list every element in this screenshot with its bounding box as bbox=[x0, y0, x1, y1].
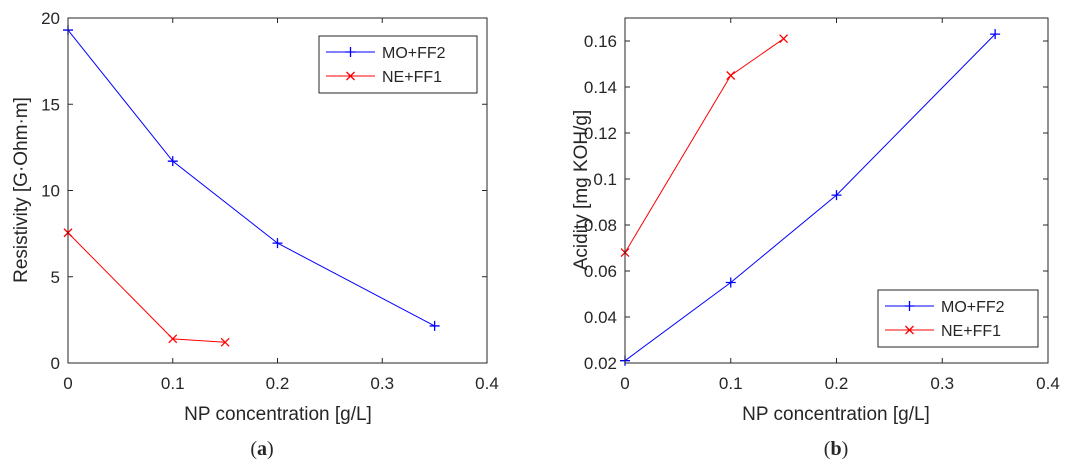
panel-b-x-tick-label: 0.2 bbox=[825, 374, 849, 393]
panel-b-y-tick-label: 0.08 bbox=[584, 216, 617, 235]
panel-a-x-tick-label: 0 bbox=[63, 374, 72, 393]
panel-b-legend-box bbox=[877, 289, 1039, 348]
panel-b-x-tick-label: 0 bbox=[620, 374, 629, 393]
panel-a-y-axis-label: Resistivity [G·Ohm·m] bbox=[11, 97, 32, 283]
panel-a-legend-label-ne-ff1: NE+FF1 bbox=[382, 69, 442, 86]
panel-a-data-point-ne-ff1 bbox=[220, 337, 230, 347]
panel-b-data-point-ne-ff1 bbox=[726, 71, 736, 80]
panel-b-ticks: 0 0.1 0.2 0.3 0.4 0.02 0.04 0.06 0.08 0.1 0.12 0.14… bbox=[584, 18, 1060, 393]
panel-b-axes-box bbox=[624, 17, 1049, 364]
panel-a-axes-box bbox=[67, 17, 488, 364]
panel-a-y-tick-label: 5 bbox=[51, 268, 60, 287]
panel-b-y-tick-label: 0.16 bbox=[584, 32, 617, 51]
panel-b-sublabel: (b) bbox=[824, 438, 848, 460]
panel-b-y-tick-label: 0.02 bbox=[584, 354, 617, 373]
panel-a-legend-label-mo-ff2: MO+FF2 bbox=[382, 45, 446, 62]
panel-b: 0 0.1 0.2 0.3 0.4 0.02 0.04 0.06 0.08 0.1 0.12 0.14… bbox=[571, 17, 1060, 460]
panel-a-data-point-mo-ff2 bbox=[429, 320, 440, 331]
panel-b-y-tick-label: 0.14 bbox=[584, 78, 617, 97]
panel-b-x-axis-label: NP concentration [g/L] bbox=[742, 404, 930, 425]
panel-b-series bbox=[620, 29, 1001, 366]
panel-b-data-point-ne-ff1 bbox=[779, 34, 789, 44]
panel-a-y-tick-label: 20 bbox=[41, 9, 60, 28]
panel-a-x-tick-label: 0.1 bbox=[161, 374, 185, 393]
panel-a-data-point-ne-ff1 bbox=[168, 334, 178, 344]
panel-b-x-tick-label: 0.4 bbox=[1036, 374, 1060, 393]
panel-a-x-tick-label: 0.2 bbox=[266, 374, 290, 393]
panel-b-y-tick-label: 0.12 bbox=[584, 124, 617, 143]
panel-a-x-tick-label: 0.3 bbox=[370, 374, 394, 393]
panel-b-y-tick-label: 0.1 bbox=[593, 170, 617, 189]
panel-a: 0 0.1 0.2 0.3 0.4 0 5 10 15 20 NP concentration [… bbox=[11, 9, 499, 460]
panel-a-series-line-mo-ff2 bbox=[67, 29, 435, 327]
panel-a-legend-box bbox=[318, 35, 478, 94]
panel-b-legend: MO+FF2 NE+FF1 bbox=[877, 289, 1039, 348]
panel-b-legend-label-mo-ff2: MO+FF2 bbox=[941, 299, 1005, 316]
panel-b-legend-marker-ne-ff1 bbox=[905, 325, 914, 335]
panel-b-x-tick-label: 0.3 bbox=[930, 374, 954, 393]
panel-a-legend-marker-ne-ff1 bbox=[346, 71, 355, 81]
panel-b-x-tick-label: 0.1 bbox=[719, 374, 743, 393]
panel-a-sublabel: (a) bbox=[250, 438, 273, 460]
panel-a-y-tick-label: 0 bbox=[51, 354, 60, 373]
panel-b-data-point-mo-ff2 bbox=[990, 29, 1001, 40]
panel-a-data-point-mo-ff2 bbox=[272, 238, 283, 249]
panel-a-legend-marker-mo-ff2 bbox=[345, 47, 356, 57]
panel-a-x-axis-label: NP concentration [g/L] bbox=[184, 404, 372, 425]
panel-b-series-line-ne-ff1 bbox=[624, 38, 784, 253]
panel-b-data-point-mo-ff2 bbox=[725, 277, 736, 288]
panel-b-series-line-mo-ff2 bbox=[624, 33, 996, 362]
panel-b-y-tick-label: 0.06 bbox=[584, 262, 617, 281]
panel-b-data-point-mo-ff2 bbox=[831, 190, 842, 201]
panel-a-y-tick-label: 10 bbox=[41, 182, 60, 201]
panel-a-legend: MO+FF2 NE+FF1 bbox=[318, 35, 478, 94]
panel-a-y-tick-label: 15 bbox=[41, 95, 60, 114]
panel-b-legend-marker-mo-ff2 bbox=[904, 301, 915, 311]
panel-a-x-tick-label: 0.4 bbox=[475, 374, 499, 393]
panel-a-series-line-ne-ff1 bbox=[67, 232, 226, 343]
panel-b-legend-label-ne-ff1: NE+FF1 bbox=[941, 323, 1001, 340]
panel-a-data-point-mo-ff2 bbox=[167, 156, 178, 167]
panel-a-series bbox=[63, 25, 440, 347]
panel-b-y-tick-label: 0.04 bbox=[584, 308, 617, 327]
panel-b-y-axis-label: Acidity [mg KOH/g] bbox=[571, 110, 592, 271]
panel-a-ticks: 0 0.1 0.2 0.3 0.4 0 5 10 15 20 bbox=[41, 9, 499, 393]
